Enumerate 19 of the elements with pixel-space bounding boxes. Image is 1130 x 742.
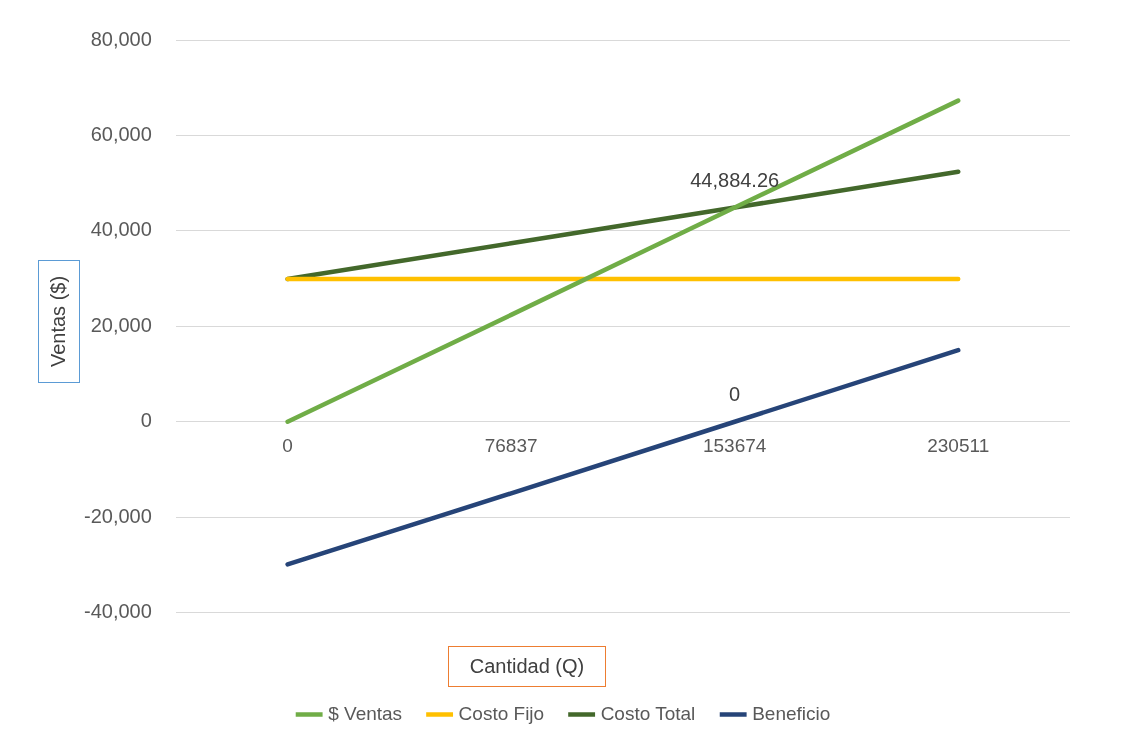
y-tick-label: -20,000 bbox=[83, 504, 152, 527]
y-tick-label: -40,000 bbox=[83, 600, 152, 623]
legend-label: Costo Fijo bbox=[458, 702, 545, 724]
y-axis-title: Ventas ($) bbox=[47, 275, 71, 368]
data-label: 0 bbox=[729, 383, 741, 406]
y-tick-label: 0 bbox=[140, 409, 152, 432]
legend-label: $ Ventas bbox=[328, 702, 403, 724]
x-tick-label: 76837 bbox=[484, 435, 538, 457]
legend-label: Costo Total bbox=[600, 702, 696, 724]
x-tick-label: 153674 bbox=[702, 435, 767, 457]
y-tick-label: 60,000 bbox=[90, 122, 152, 145]
x-axis-title: Cantidad (Q) bbox=[448, 646, 606, 687]
y-tick-label: 80,000 bbox=[90, 27, 152, 50]
y-tick-label: 20,000 bbox=[90, 313, 152, 336]
x-tick-label: 0 bbox=[282, 435, 293, 457]
x-tick-label: 230511 bbox=[927, 435, 990, 457]
y-tick-label: 40,000 bbox=[90, 218, 152, 241]
legend-label: Beneficio bbox=[752, 702, 831, 724]
data-label: 44,884.26 bbox=[690, 169, 780, 192]
